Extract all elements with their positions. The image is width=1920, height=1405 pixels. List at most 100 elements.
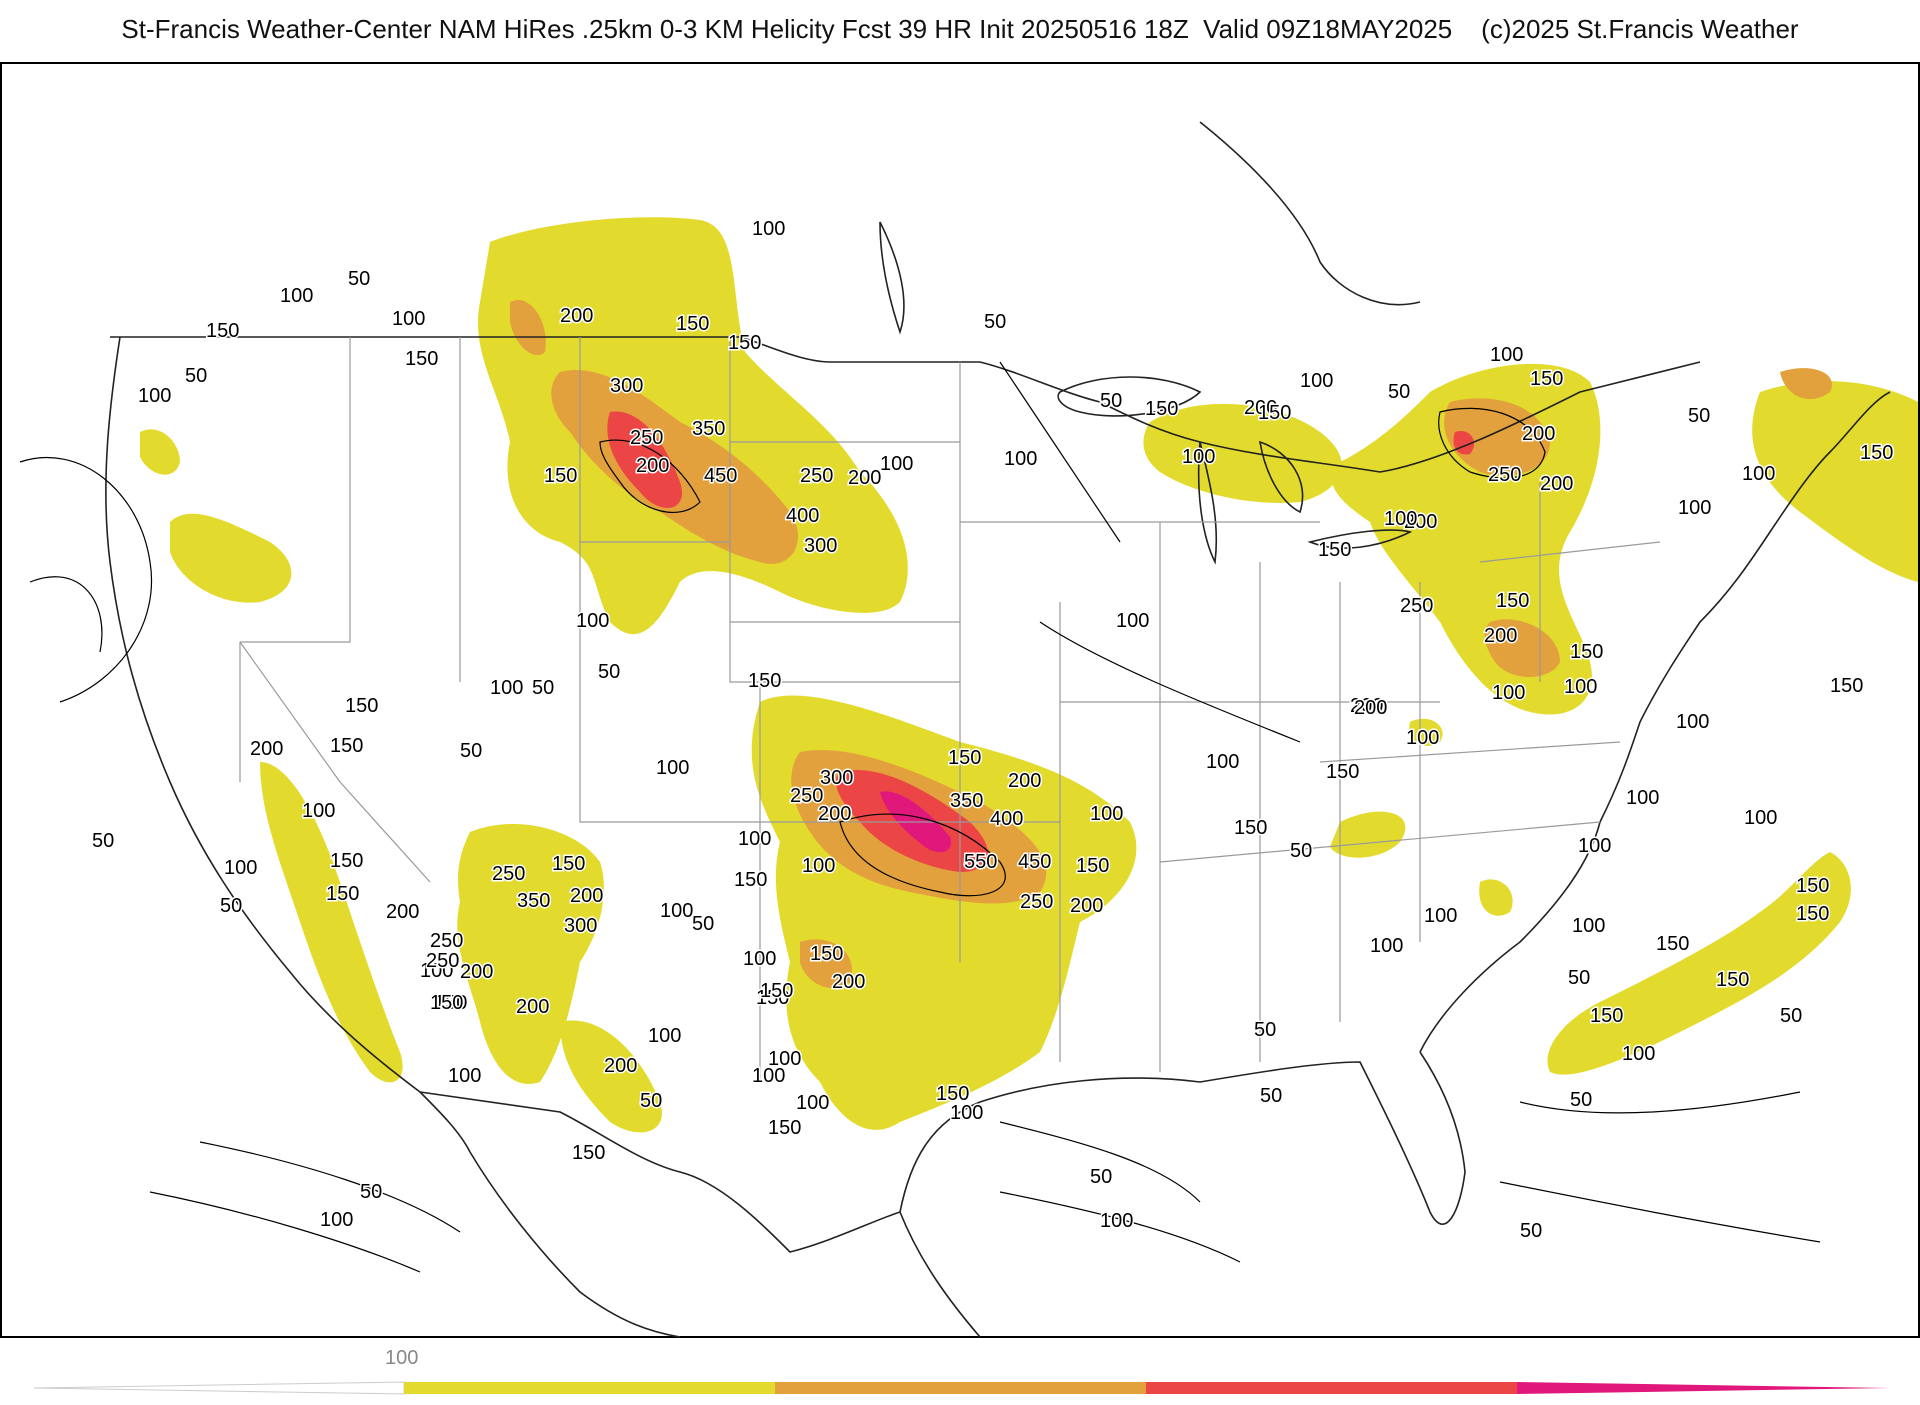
contour-label: 150 <box>430 992 463 1014</box>
contour-label: 200 <box>516 996 549 1018</box>
contour-label: 200 <box>1540 473 1573 495</box>
contour-label: 100 <box>1490 344 1523 366</box>
contour-label: 300 <box>610 375 643 397</box>
contour-label: 100 <box>1492 682 1525 704</box>
state-line <box>1479 541 1661 563</box>
state-line <box>240 337 351 643</box>
helicity-area-texas-orange <box>800 939 852 989</box>
contour-line <box>839 813 1006 897</box>
contour-label: 100 <box>1004 448 1037 470</box>
contour-label: 50 <box>1090 1166 1112 1188</box>
contour-label: 550 <box>964 851 997 873</box>
contour-label: 400 <box>786 505 819 527</box>
contour-labels: 100 50 100 50 200 150 150 100 150 50 100… <box>91 217 1895 1244</box>
contour-label: 150 <box>1530 368 1563 390</box>
contour-label: 150 <box>1590 1005 1623 1027</box>
contour-line <box>1438 407 1546 479</box>
contour-label: 300 <box>804 535 837 557</box>
contour-label: 100 <box>224 857 257 879</box>
contour-label: 100 <box>648 1025 681 1047</box>
helicity-area-sierra <box>260 762 403 1083</box>
contour-label: 150 <box>405 348 438 370</box>
contour-label: 100 <box>656 757 689 779</box>
colorbar: 100 <box>0 1340 1920 1400</box>
contour-label: 200 <box>1484 625 1517 647</box>
contour-label: 150 <box>748 670 781 692</box>
contour-label: 150 <box>810 943 843 965</box>
contour-label: 100 <box>280 285 313 307</box>
contour-label: 150 <box>1716 969 1749 991</box>
geographic-boundaries <box>105 121 1891 1338</box>
contour-label: 50 <box>348 268 370 290</box>
state-line <box>579 337 731 543</box>
helicity-area-arizona <box>560 1020 662 1133</box>
state-line <box>1319 741 1621 763</box>
contour-label: 250 <box>430 930 463 952</box>
mexico-east-coast <box>899 1211 981 1338</box>
helicity-map[interactable]: 100 50 100 50 200 150 150 100 150 50 100… <box>0 62 1920 1338</box>
contour-line <box>999 361 1121 543</box>
contour-label: 150 <box>330 735 363 757</box>
contour-label: 200 <box>1350 695 1383 717</box>
mexico-border <box>419 1091 901 1253</box>
colorbar-segment-300 <box>1146 1382 1517 1394</box>
contour-label: 150 <box>756 987 789 1009</box>
contour-label: 100 <box>1578 835 1611 857</box>
contour-line <box>999 1191 1241 1263</box>
contour-label: 100 <box>1182 446 1215 468</box>
contour-label: 200 <box>1244 397 1277 419</box>
state-line <box>239 641 431 883</box>
contour-label: 100 <box>392 308 425 330</box>
contour-label: 50 <box>1568 967 1590 989</box>
contour-line <box>149 1191 421 1273</box>
contour-label: 350 <box>950 790 983 812</box>
contour-label: 50 <box>598 661 620 683</box>
contour-label: 100 <box>1744 807 1777 829</box>
contour-label: 300 <box>564 915 597 937</box>
contour-label: 150 <box>1656 933 1689 955</box>
contour-label: 150 <box>760 980 793 1002</box>
contour-label: 100 <box>1100 1210 1133 1232</box>
colorbar-low-taper <box>33 1381 405 1395</box>
contour-label: 200 <box>386 901 419 923</box>
contour-label: 250 <box>630 427 663 449</box>
helicity-area-washington <box>140 429 180 475</box>
contour-label: 100 <box>1384 508 1417 530</box>
contour-label: 150 <box>1076 855 1109 877</box>
contour-label: 150 <box>1234 817 1267 839</box>
contour-label: 100 <box>490 677 523 699</box>
contour-label: 350 <box>517 890 550 912</box>
contour-label: 50 <box>220 895 242 917</box>
baja-coastline <box>469 1151 681 1338</box>
contour-label: 150 <box>326 883 359 905</box>
map-title: St-Francis Weather-Center NAM HiRes .25k… <box>121 14 1799 44</box>
contour-label: 100 <box>320 1209 353 1231</box>
contour-label: 250 <box>1488 464 1521 486</box>
contour-line <box>1519 1091 1801 1114</box>
contour-label: 50 <box>92 830 114 852</box>
contour-label: 100 <box>1572 915 1605 937</box>
contour-label: 50 <box>692 913 714 935</box>
contour-line <box>1499 1181 1821 1243</box>
contour-label: 50 <box>1520 1220 1542 1242</box>
contour-label: 150 <box>434 992 467 1014</box>
contour-label: 150 <box>544 465 577 487</box>
contour-label: 100 <box>743 948 776 970</box>
contour-line <box>29 576 103 653</box>
contour-label: 200 <box>250 738 283 760</box>
helicity-area-carolinas <box>1479 879 1513 916</box>
state-line <box>1159 821 1601 863</box>
contour-label: 200 <box>818 803 851 825</box>
contour-label: 150 <box>1258 402 1291 424</box>
helicity-contours <box>19 361 1821 1273</box>
contour-label: 100 <box>738 828 771 850</box>
contour-label: 200 <box>1404 511 1437 533</box>
contour-label: 50 <box>984 311 1006 333</box>
contour-label: 100 <box>448 1065 481 1087</box>
contour-label: 100 <box>752 1065 785 1087</box>
contour-label: 300 <box>820 767 853 789</box>
contour-label: 100 <box>1742 463 1775 485</box>
state-boundaries <box>239 337 1661 1082</box>
contour-label: 200 <box>1522 423 1555 445</box>
helicity-area-kentucky <box>1409 718 1443 746</box>
